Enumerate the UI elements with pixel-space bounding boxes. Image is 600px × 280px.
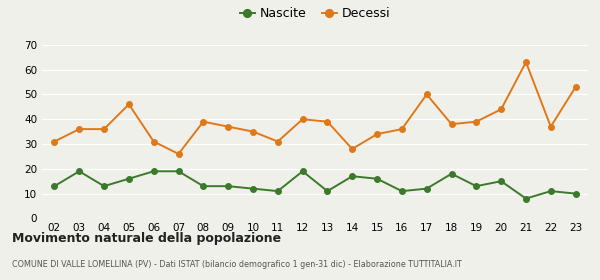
Decessi — [274, 140, 281, 143]
Decessi — [76, 127, 83, 131]
Nascite — [76, 170, 83, 173]
Nascite — [398, 190, 406, 193]
Nascite — [224, 185, 232, 188]
Decessi — [299, 118, 306, 121]
Decessi — [497, 108, 505, 111]
Nascite — [497, 179, 505, 183]
Decessi — [200, 120, 207, 123]
Nascite — [125, 177, 133, 180]
Decessi — [398, 127, 406, 131]
Decessi — [373, 132, 380, 136]
Nascite — [100, 185, 107, 188]
Decessi — [523, 60, 530, 64]
Decessi — [448, 122, 455, 126]
Decessi — [125, 103, 133, 106]
Decessi — [324, 120, 331, 123]
Decessi — [100, 127, 107, 131]
Decessi — [349, 147, 356, 151]
Nascite — [523, 197, 530, 200]
Nascite — [423, 187, 430, 190]
Nascite — [473, 185, 480, 188]
Nascite — [572, 192, 579, 195]
Decessi — [224, 125, 232, 128]
Text: Movimento naturale della popolazione: Movimento naturale della popolazione — [12, 232, 281, 245]
Nascite — [349, 174, 356, 178]
Line: Decessi: Decessi — [52, 59, 578, 157]
Nascite — [274, 190, 281, 193]
Nascite — [250, 187, 257, 190]
Line: Nascite: Nascite — [52, 169, 578, 201]
Decessi — [423, 93, 430, 96]
Nascite — [448, 172, 455, 176]
Legend: Nascite, Decessi: Nascite, Decessi — [235, 3, 395, 25]
Decessi — [150, 140, 157, 143]
Nascite — [150, 170, 157, 173]
Decessi — [51, 140, 58, 143]
Decessi — [250, 130, 257, 133]
Decessi — [473, 120, 480, 123]
Text: COMUNE DI VALLE LOMELLINA (PV) - Dati ISTAT (bilancio demografico 1 gen-31 dic) : COMUNE DI VALLE LOMELLINA (PV) - Dati IS… — [12, 260, 462, 269]
Nascite — [175, 170, 182, 173]
Nascite — [547, 190, 554, 193]
Decessi — [572, 85, 579, 89]
Nascite — [51, 185, 58, 188]
Nascite — [324, 190, 331, 193]
Decessi — [547, 125, 554, 128]
Nascite — [373, 177, 380, 180]
Nascite — [200, 185, 207, 188]
Nascite — [299, 170, 306, 173]
Decessi — [175, 152, 182, 156]
